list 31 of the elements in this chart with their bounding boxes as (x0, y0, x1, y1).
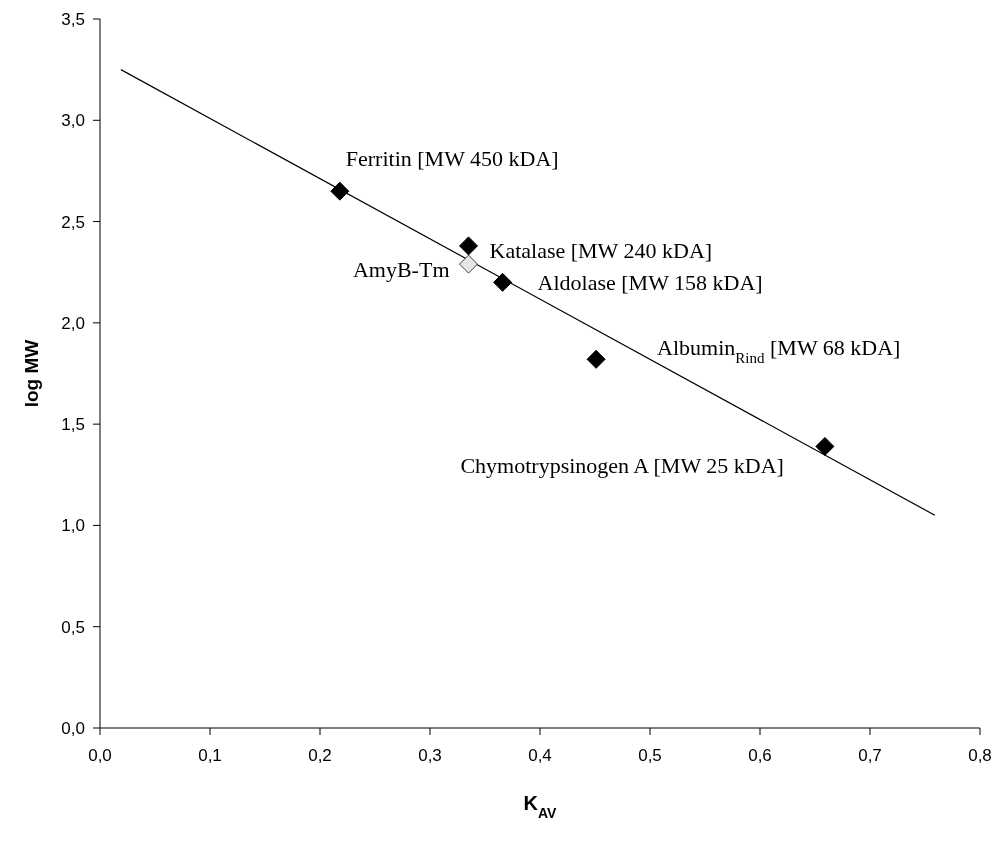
x-tick-label: 0,1 (198, 746, 222, 766)
point (459, 254, 478, 274)
x-tick-label: 0,3 (418, 746, 442, 766)
annotation: Ferritin [MW 450 kDA] (345, 146, 559, 172)
y-tick-label: 0,5 (61, 617, 85, 637)
annotation: Albumin$_{Rind}$ [MW 68 kDA] (657, 335, 901, 367)
annotation: AmyB-Tm (352, 257, 450, 283)
x-tick-label: 0,6 (748, 746, 772, 766)
point (459, 236, 478, 256)
y-tick-label: 1,5 (61, 415, 85, 435)
y-tick-label: 2,0 (61, 313, 85, 333)
x-tick-label: 0,4 (528, 746, 552, 766)
point (586, 349, 606, 369)
annotation: Aldolase [MW 158 kDA] (537, 270, 763, 296)
point (815, 436, 835, 456)
x-tick-label: 0,5 (638, 746, 662, 766)
x-tick-label: 0,7 (858, 746, 882, 766)
point (493, 272, 513, 292)
annotation: Katalase [MW 240 kDA] (489, 237, 713, 263)
y-tick-label: 0,0 (61, 719, 85, 739)
point (330, 181, 350, 201)
y-tick-label: 3,5 (61, 10, 85, 30)
x-tick-label: 0,2 (308, 746, 332, 766)
x-tick-label: 0,0 (88, 746, 112, 766)
y-axis-title: log MW (21, 339, 42, 408)
y-tick-label: 2,5 (61, 212, 85, 232)
y-tick-label: 3,0 (61, 111, 85, 131)
y-tick-label: 1,0 (61, 516, 85, 536)
x-tick-label: 0,8 (968, 746, 992, 766)
annotation: Chymotrypsinogen A [MW 25 kDA] (460, 453, 784, 479)
x-axis-title: K$_{AV}$ (523, 792, 558, 821)
